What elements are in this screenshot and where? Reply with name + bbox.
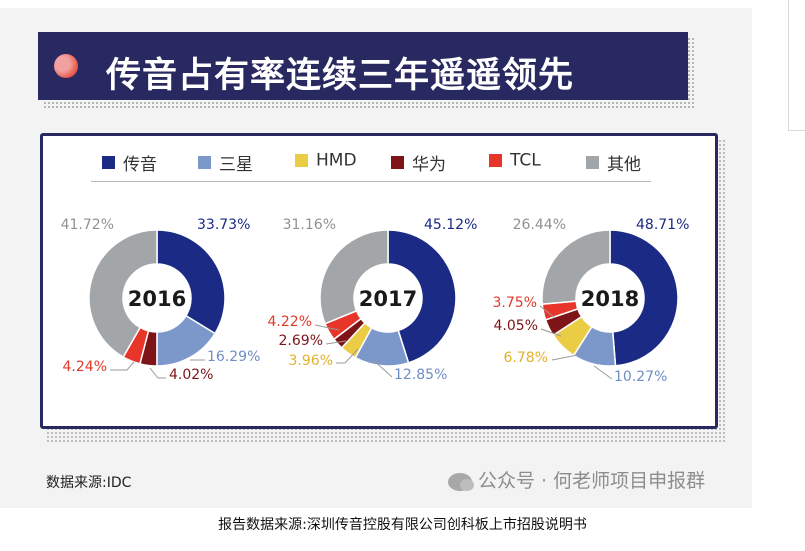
legend-label: 华为 xyxy=(412,155,446,175)
donut-slice-2018-其他 xyxy=(541,229,611,305)
donut-slice-2016-传音 xyxy=(156,229,226,335)
title-bar xyxy=(38,32,688,100)
data-label-2017-TCL: 4.22% xyxy=(268,314,312,330)
data-label-2018-HMD: 6.78% xyxy=(504,350,548,366)
legend-divider xyxy=(91,181,651,182)
legend-item-huawei: 华为 xyxy=(391,150,446,175)
chart-panel xyxy=(40,133,718,429)
leader-line xyxy=(371,358,393,378)
legend-item-hmd: HMD xyxy=(295,150,357,174)
legend-item-samsung: 三星 xyxy=(198,150,253,175)
title-dot-icon xyxy=(54,54,78,78)
data-label-2018-TCL: 3.75% xyxy=(493,295,537,311)
donut-slice-2016-其他 xyxy=(88,229,158,359)
leader-line xyxy=(540,328,562,337)
leader-line xyxy=(336,348,359,364)
watermark-text: 公众号 · 何老师项目申报群 xyxy=(478,470,706,492)
frame-edge xyxy=(788,0,805,131)
data-label-2016-三星: 16.29% xyxy=(207,349,260,365)
legend-swatch xyxy=(391,156,404,169)
caption: 报告数据来源:深圳传音控股有限公司创科板上市招股说明书 xyxy=(218,517,587,533)
legend-item-others: 其他 xyxy=(586,150,641,175)
data-label-2017-其他: 31.16% xyxy=(283,217,336,233)
donut-center-year: 2018 xyxy=(581,287,639,311)
legend-label: 传音 xyxy=(123,155,157,175)
donut-center-year: 2016 xyxy=(128,287,186,311)
leader-line xyxy=(325,340,347,345)
data-label-2017-HMD: 3.96% xyxy=(289,353,333,369)
donut-slice-2017-传音 xyxy=(387,229,457,364)
legend-item-chuanyin: 传音 xyxy=(102,150,157,175)
data-label-2018-传音: 48.71% xyxy=(636,217,689,233)
leader-line xyxy=(149,367,166,379)
donut-slice-2018-传音 xyxy=(609,229,679,367)
data-label-2017-传音: 45.12% xyxy=(424,217,477,233)
leader-line xyxy=(110,361,135,371)
legend-swatch xyxy=(102,156,115,169)
data-label-2016-华为: 4.02% xyxy=(169,367,213,383)
data-label-2018-其他: 26.44% xyxy=(513,217,566,233)
data-label-2016-传音: 33.73% xyxy=(197,217,250,233)
data-label-2018-华为: 4.05% xyxy=(494,318,538,334)
legend-item-tcl: TCL xyxy=(489,150,541,174)
legend-swatch xyxy=(198,156,211,169)
leader-line xyxy=(539,305,556,319)
legend-swatch xyxy=(489,154,502,167)
leader-line xyxy=(551,354,579,361)
legend-swatch xyxy=(586,156,599,169)
legend-swatch xyxy=(295,154,308,167)
data-label-2016-其他: 41.72% xyxy=(61,217,114,233)
legend-label: TCL xyxy=(510,150,541,171)
data-label-2017-三星: 12.85% xyxy=(394,367,447,383)
data-label-2016-TCL: 4.24% xyxy=(63,359,107,375)
leader-line xyxy=(314,324,340,331)
wechat-icon xyxy=(448,472,474,491)
data-source: 数据来源:IDC xyxy=(46,475,132,491)
legend-label: 三星 xyxy=(219,155,253,175)
watermark: 公众号 · 何老师项目申报群 xyxy=(448,466,705,493)
data-label-2018-三星: 10.27% xyxy=(614,369,667,385)
legend-label: 其他 xyxy=(607,155,641,175)
donut-slice-2017-其他 xyxy=(319,229,389,325)
legend-label: HMD xyxy=(316,150,357,171)
donut-center-year: 2017 xyxy=(359,287,417,311)
data-label-2017-华为: 2.69% xyxy=(279,333,323,349)
chart-title: 传音占有率连续三年遥遥领先 xyxy=(106,56,575,96)
leader-line xyxy=(593,365,613,380)
